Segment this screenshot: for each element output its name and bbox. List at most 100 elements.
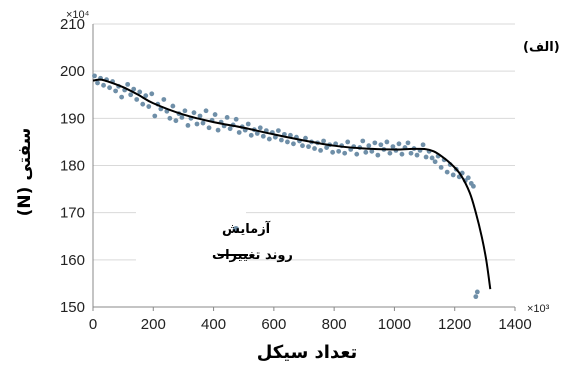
x-tick-label: 1400	[498, 316, 531, 333]
data-point	[161, 97, 167, 102]
data-point	[300, 143, 305, 149]
data-point	[167, 115, 173, 121]
data-point	[146, 104, 152, 109]
data-point	[233, 116, 239, 122]
data-point	[303, 135, 308, 141]
data-point	[119, 94, 125, 100]
data-point	[131, 86, 137, 92]
data-point	[140, 101, 146, 107]
legend-box	[136, 210, 246, 268]
x-tick-label: 0	[89, 316, 97, 333]
data-point	[378, 142, 384, 148]
data-point	[107, 85, 112, 91]
x-tick-label: 400	[201, 316, 226, 333]
trend-line	[92, 78, 492, 290]
data-point	[128, 92, 134, 98]
data-point	[248, 132, 254, 138]
x-tick-label: 800	[322, 316, 347, 333]
data-point	[345, 139, 351, 145]
tick-labels: 150 160 170 180 190 200 210 0 200 400 600 800 1000 12…	[60, 16, 532, 333]
panel-label: (الف)	[523, 40, 560, 55]
data-point	[285, 139, 290, 145]
data-point	[384, 139, 390, 145]
data-point	[179, 114, 185, 120]
data-point	[336, 148, 342, 154]
data-point	[224, 114, 230, 120]
data-point	[236, 130, 242, 135]
data-point	[170, 103, 176, 109]
data-point	[152, 113, 158, 119]
data-point	[390, 144, 396, 150]
data-point	[342, 150, 348, 156]
data-point	[143, 93, 149, 99]
data-point	[197, 113, 203, 119]
data-point	[354, 151, 360, 157]
data-point	[423, 154, 429, 160]
data-point	[227, 126, 233, 132]
data-point	[257, 125, 263, 131]
data-point	[206, 125, 212, 131]
data-point	[408, 150, 414, 156]
data-point	[414, 152, 420, 158]
y-tick-label: 150	[60, 299, 85, 316]
x-tick-label: 200	[141, 316, 166, 333]
y-tick-label: 170	[60, 205, 85, 222]
data-point	[266, 136, 272, 142]
data-point	[182, 108, 188, 114]
data-point	[200, 120, 206, 126]
data-point	[474, 289, 480, 295]
experiment-points	[92, 73, 480, 300]
x-tick-label: 600	[261, 316, 286, 333]
x-axis-title: تعداد سیکل	[257, 342, 358, 363]
data-point	[387, 150, 393, 156]
data-point	[473, 294, 479, 300]
data-point	[203, 108, 209, 114]
data-point	[212, 112, 218, 117]
data-point	[134, 97, 140, 102]
data-point	[173, 118, 179, 124]
data-point	[372, 140, 378, 146]
data-point	[306, 144, 311, 150]
data-point	[95, 80, 100, 86]
data-point	[272, 134, 278, 140]
data-point	[396, 141, 402, 147]
data-point	[366, 143, 372, 149]
data-point	[360, 138, 366, 144]
data-point	[260, 133, 266, 139]
axes	[92, 24, 516, 311]
data-point	[429, 155, 435, 161]
data-point	[450, 172, 456, 178]
data-point	[191, 110, 197, 116]
data-point	[444, 169, 450, 175]
data-point	[318, 148, 323, 153]
data-point	[369, 148, 375, 154]
data-point	[471, 183, 476, 189]
y-multiplier-label: ×10⁴	[66, 9, 90, 21]
data-point	[185, 123, 191, 128]
y-tick-label: 160	[60, 252, 85, 269]
data-point	[137, 89, 143, 95]
y-tick-label: 190	[60, 110, 85, 127]
data-point	[438, 164, 444, 170]
data-point	[288, 132, 293, 138]
data-point	[101, 82, 106, 88]
legend-trend-label: روند تغییرات	[212, 248, 293, 263]
data-point	[291, 141, 296, 147]
x-tick-label: 1000	[378, 316, 411, 333]
data-point	[312, 146, 317, 151]
data-point	[405, 140, 411, 146]
data-point	[420, 142, 426, 148]
data-point	[399, 151, 405, 157]
data-point	[113, 88, 119, 94]
data-point	[363, 149, 369, 155]
data-point	[324, 145, 330, 150]
y-tick-label: 200	[60, 63, 85, 80]
x-tick-label: 1200	[438, 316, 471, 333]
data-point	[321, 138, 326, 144]
x-multiplier-label: ×10³	[527, 303, 550, 315]
data-point	[432, 159, 438, 165]
data-point	[254, 131, 260, 136]
data-point	[194, 121, 200, 127]
data-point	[149, 91, 155, 97]
